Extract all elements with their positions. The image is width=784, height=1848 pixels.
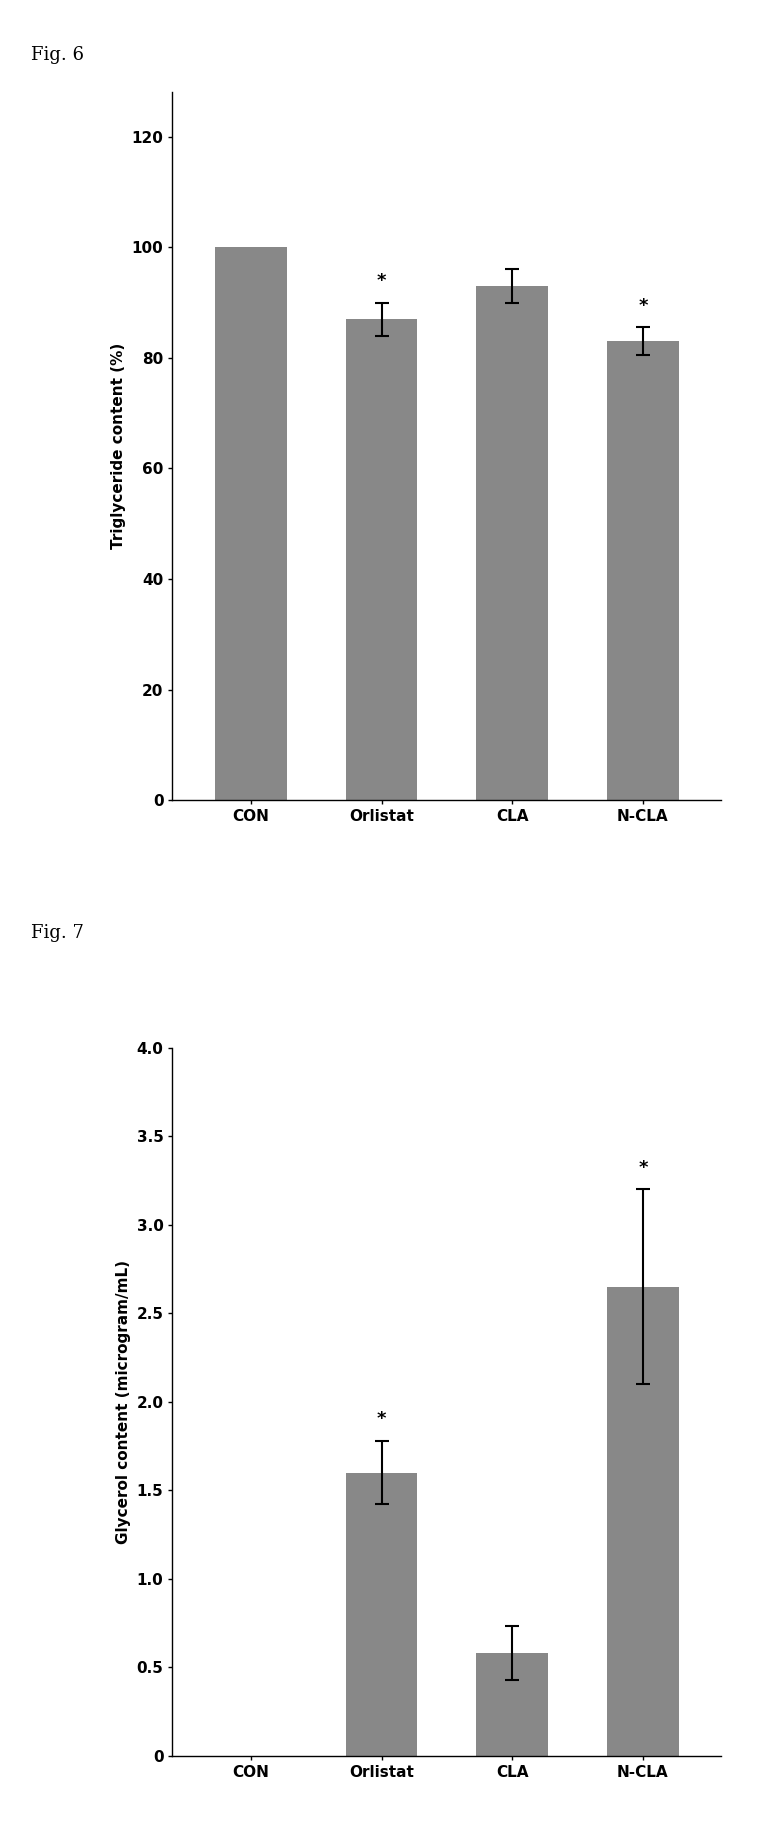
Text: Fig. 7: Fig. 7	[31, 924, 84, 942]
Text: Fig. 6: Fig. 6	[31, 46, 85, 65]
Y-axis label: Triglyceride content (%): Triglyceride content (%)	[111, 344, 126, 549]
Text: *: *	[377, 272, 387, 290]
Bar	[607, 1286, 679, 1756]
Bar	[477, 286, 548, 800]
Bar	[346, 320, 417, 800]
Text: *: *	[377, 1410, 387, 1429]
Y-axis label: Glycerol content (microgram/mL): Glycerol content (microgram/mL)	[116, 1260, 131, 1543]
Text: *: *	[638, 298, 648, 314]
Bar	[215, 248, 287, 800]
Bar	[477, 1652, 548, 1756]
Bar	[346, 1473, 417, 1756]
Text: *: *	[638, 1159, 648, 1177]
Bar	[607, 342, 679, 800]
